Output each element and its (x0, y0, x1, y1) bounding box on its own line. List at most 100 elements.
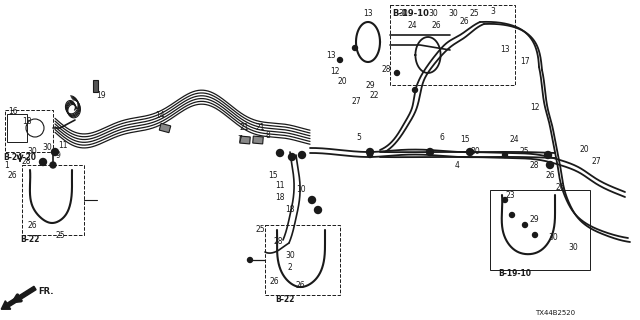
Circle shape (545, 151, 552, 158)
Bar (253, 136, 263, 144)
Circle shape (547, 162, 554, 169)
Text: 27: 27 (352, 98, 362, 107)
Text: 25: 25 (55, 230, 65, 239)
Text: 14: 14 (155, 110, 164, 119)
Bar (22, 165, 84, 235)
Text: 17: 17 (520, 58, 530, 67)
Circle shape (289, 154, 296, 161)
Text: B-19-10: B-19-10 (498, 269, 531, 278)
Text: 28: 28 (530, 161, 540, 170)
Bar (7, 114, 27, 142)
Text: 15: 15 (268, 171, 278, 180)
Bar (390, 5, 515, 85)
Bar (490, 190, 590, 270)
Circle shape (337, 58, 342, 62)
Text: 30: 30 (42, 143, 52, 153)
Text: 26: 26 (8, 171, 18, 180)
Text: 8: 8 (265, 131, 269, 140)
Text: 2: 2 (288, 263, 292, 273)
Bar (265, 225, 340, 295)
Text: 3: 3 (490, 7, 495, 17)
Circle shape (298, 151, 305, 158)
Text: B-22: B-22 (20, 236, 40, 244)
Circle shape (509, 212, 515, 218)
FancyArrow shape (1, 286, 36, 309)
Text: TX44B2520: TX44B2520 (535, 310, 575, 316)
Text: 29: 29 (530, 215, 540, 225)
Circle shape (394, 70, 399, 76)
Text: 13: 13 (326, 51, 335, 60)
Text: B-24-20: B-24-20 (3, 154, 36, 163)
Text: B-22: B-22 (275, 295, 294, 305)
Text: 9: 9 (55, 151, 60, 161)
Text: 6: 6 (440, 133, 445, 142)
Circle shape (276, 149, 284, 156)
Circle shape (308, 196, 316, 204)
Bar (93, 80, 98, 92)
Text: 26: 26 (295, 281, 305, 290)
Text: 13: 13 (363, 10, 372, 19)
Text: 24: 24 (510, 135, 520, 145)
Text: 11: 11 (275, 181, 285, 190)
Text: 12: 12 (330, 68, 339, 76)
Circle shape (50, 162, 56, 168)
Circle shape (367, 148, 374, 156)
Text: 21: 21 (240, 124, 250, 132)
Text: 4: 4 (455, 161, 460, 170)
Text: 23: 23 (505, 190, 515, 199)
Text: 21: 21 (255, 124, 264, 132)
Text: 13: 13 (500, 45, 509, 54)
Circle shape (51, 148, 58, 156)
Text: 30: 30 (470, 148, 480, 156)
Text: 26: 26 (432, 20, 442, 29)
Circle shape (248, 258, 253, 262)
Circle shape (367, 153, 372, 157)
Text: 27: 27 (592, 157, 602, 166)
Text: 30: 30 (428, 10, 438, 19)
Text: 18: 18 (285, 205, 294, 214)
Text: 28: 28 (22, 157, 31, 166)
Bar (159, 123, 171, 133)
Circle shape (426, 148, 433, 156)
Text: 25: 25 (470, 10, 479, 19)
Bar (240, 136, 250, 144)
Text: 30: 30 (548, 234, 557, 243)
Text: 30: 30 (568, 244, 578, 252)
Circle shape (314, 206, 321, 213)
Circle shape (40, 158, 47, 165)
Text: FR.: FR. (38, 287, 54, 297)
Text: B-19-10: B-19-10 (392, 9, 429, 18)
Text: 30: 30 (398, 10, 408, 19)
Circle shape (467, 148, 474, 156)
Text: 18: 18 (22, 117, 31, 126)
Circle shape (502, 197, 508, 203)
Text: 26: 26 (545, 171, 555, 180)
Text: 5: 5 (356, 133, 361, 142)
Text: 11: 11 (58, 140, 67, 149)
Text: 15: 15 (460, 135, 470, 145)
Text: 25: 25 (520, 148, 530, 156)
Text: 28: 28 (382, 66, 392, 75)
Text: 1: 1 (4, 161, 9, 170)
Circle shape (413, 87, 417, 92)
Text: 26: 26 (460, 18, 470, 27)
Text: 18: 18 (275, 194, 285, 203)
Text: 24: 24 (408, 20, 418, 29)
Text: 29: 29 (365, 81, 374, 90)
Text: 30: 30 (285, 251, 295, 260)
Circle shape (502, 153, 508, 157)
Text: 16: 16 (8, 108, 18, 116)
Text: 10: 10 (296, 186, 306, 195)
Text: 30: 30 (448, 10, 458, 19)
Text: 28: 28 (273, 237, 282, 246)
Text: 26: 26 (555, 183, 564, 193)
Text: 20: 20 (338, 77, 348, 86)
Text: 19: 19 (96, 91, 106, 100)
Text: 7: 7 (237, 135, 242, 145)
Circle shape (522, 222, 527, 228)
Text: 25: 25 (255, 226, 264, 235)
Text: 30: 30 (27, 148, 36, 156)
Text: 22: 22 (370, 91, 380, 100)
Circle shape (532, 233, 538, 237)
Text: 26: 26 (270, 277, 280, 286)
